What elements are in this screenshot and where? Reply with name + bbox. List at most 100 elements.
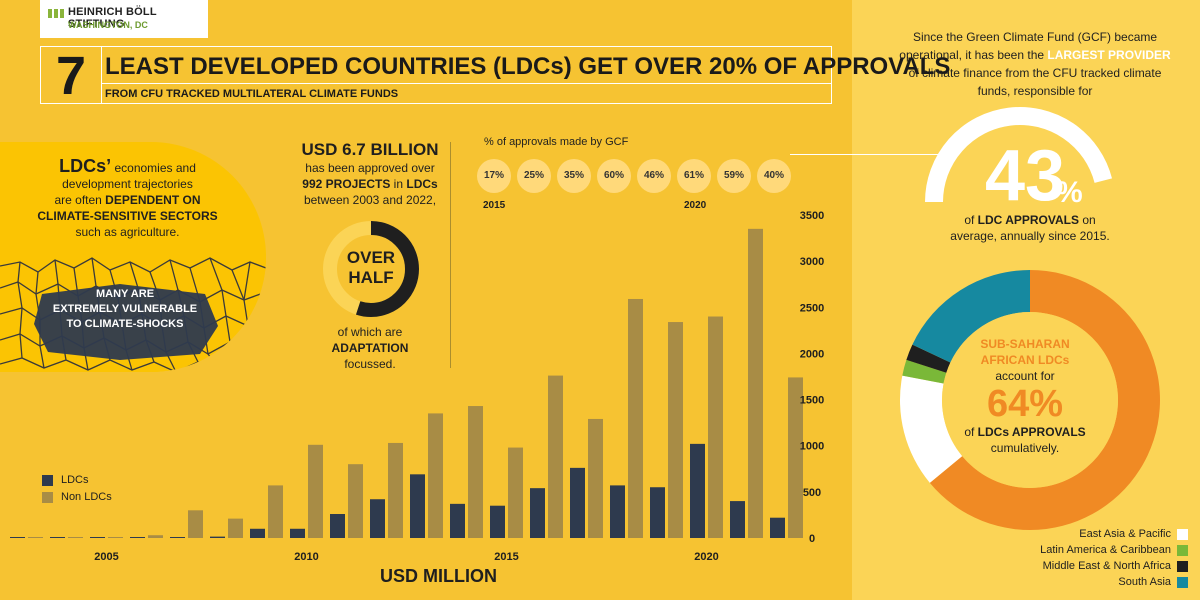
logo-mark-icon <box>48 9 64 18</box>
y-tick-label: 0 <box>809 533 815 545</box>
gcf-share-label: % of approvals made by GCF <box>484 136 629 148</box>
gcf-approvals-text: of LDC APPROVALS on average, annually si… <box>950 213 1110 243</box>
bar-ldcs <box>730 501 745 538</box>
usd-headline: USD 6.7 BILLION <box>301 140 439 159</box>
bar-non-ldcs <box>108 537 123 538</box>
over-half-label: OVER HALF <box>346 248 396 287</box>
gcf-share-circle: 35% <box>557 159 591 193</box>
gcf-share-circle: 46% <box>637 159 671 193</box>
region-legend-item: South Asia <box>1118 576 1188 588</box>
bar-ldcs <box>570 467 585 538</box>
bar-ldcs <box>370 499 385 538</box>
bar-ldcs <box>50 537 65 538</box>
bar-non-ldcs <box>68 537 83 538</box>
gcf-intro-text: Since the Green Climate Fund (GCF) becam… <box>899 30 1171 98</box>
ldc-economy-card: LDCs’ economies and development trajecto… <box>0 142 266 372</box>
gcf-year-start: 2015 <box>483 200 506 211</box>
bar-ldcs <box>450 503 465 538</box>
gcf-share-number: 43 <box>984 136 1066 216</box>
bar-ldcs <box>610 485 625 538</box>
x-tick-label: 2010 <box>294 551 318 560</box>
gcf-year-mid: 2020 <box>684 200 707 211</box>
x-tick-label: 2015 <box>494 551 518 560</box>
org-name: HEINRICH BÖLL STIFTUNG <box>68 6 157 30</box>
divider-line <box>450 142 451 368</box>
bar-ldcs <box>530 488 545 538</box>
y-tick-label: 2500 <box>800 302 824 314</box>
bar-ldcs <box>290 528 305 538</box>
usd-approved-block: USD 6.7 BILLION has been approved over 9… <box>290 140 450 208</box>
gcf-share-circle: 59% <box>717 159 751 193</box>
y-tick-label: 3500 <box>800 210 824 222</box>
bar-ldcs <box>210 536 225 538</box>
title-box: 7 LEAST DEVELOPED COUNTRIES (LDCs) GET O… <box>40 46 950 106</box>
y-axis-unit-label: USD MILLION <box>380 566 497 586</box>
bar-ldcs <box>410 474 425 538</box>
region-slice <box>912 270 1030 363</box>
region-legend-item: Middle East & North Africa <box>1043 560 1188 572</box>
region-legend-item: East Asia & Pacific <box>1079 528 1188 540</box>
bar-ldcs <box>330 514 345 538</box>
bar-non-ldcs <box>268 485 283 538</box>
cracked-earth-pattern <box>0 254 266 372</box>
bar-non-ldcs <box>588 418 603 538</box>
legend-non-ldcs: Non LDCs <box>42 491 112 503</box>
bar-ldcs <box>650 487 665 538</box>
adaptation-caption: of which are ADAPTATION focussed. <box>331 325 409 371</box>
y-tick-label: 2000 <box>800 348 824 360</box>
gcf-gauge-arc <box>925 107 1113 203</box>
y-tick-label: 3000 <box>800 256 824 268</box>
region-slice <box>929 270 1160 530</box>
bar-non-ldcs <box>428 413 443 538</box>
region-slice <box>902 359 947 384</box>
region-legend-item: Latin America & Caribbean <box>1040 544 1188 556</box>
section-number: 7 <box>55 46 87 106</box>
bar-non-ldcs <box>188 510 203 538</box>
bar-ldcs <box>250 528 265 538</box>
gcf-share-circle: 17% <box>477 159 511 193</box>
bar-non-ldcs <box>708 316 723 538</box>
bar-ldcs <box>490 505 505 538</box>
region-slice <box>906 344 951 373</box>
gcf-share-percent-sign: % <box>1056 176 1083 209</box>
gcf-share-circle: 25% <box>517 159 551 193</box>
x-tick-label: 2005 <box>94 551 118 560</box>
bar-non-ldcs <box>468 406 483 538</box>
approvals-bar-chart: 0 500 1000 1500 2000 2500 3000 3500 2005 2010 2015… <box>10 210 824 560</box>
x-tick-label: 2020 <box>694 551 718 560</box>
vulnerable-text: MANY ARE EXTREMELY VULNERABLE TO CLIMATE… <box>52 288 198 330</box>
bar-non-ldcs <box>308 444 323 538</box>
bar-non-ldcs <box>28 537 43 538</box>
adaptation-donut <box>323 221 419 317</box>
bar-non-ldcs <box>748 228 763 538</box>
gcf-share-circle: 61% <box>677 159 711 193</box>
bar-non-ldcs <box>508 447 523 538</box>
gcf-gauge <box>925 107 1113 203</box>
org-logo: HEINRICH BÖLL STIFTUNG WASHINGTON, DC <box>40 0 208 38</box>
y-tick-label: 1500 <box>800 395 824 407</box>
ssa-text: SUB-SAHARAN AFRICAN LDCs account for 64%… <box>964 337 1086 455</box>
page-subtitle: FROM CFU TRACKED MULTILATERAL CLIMATE FU… <box>105 88 399 100</box>
bar-non-ldcs <box>388 442 403 538</box>
bar-ldcs <box>90 537 105 538</box>
bar-non-ldcs <box>628 298 643 538</box>
regions-donut <box>900 270 1160 530</box>
bar-ldcs <box>690 443 705 538</box>
connector-line <box>790 154 938 155</box>
bar-non-ldcs <box>788 377 803 538</box>
bar-ldcs <box>770 517 785 538</box>
bar-non-ldcs <box>668 322 683 538</box>
page-title: LEAST DEVELOPED COUNTRIES (LDCs) GET OVE… <box>105 53 951 80</box>
region-slice <box>900 375 963 483</box>
bar-ldcs <box>130 537 145 538</box>
bar-non-ldcs <box>148 535 163 538</box>
gcf-share-circle: 40% <box>757 159 791 193</box>
gcf-share-circle: 60% <box>597 159 631 193</box>
y-tick-label: 500 <box>803 487 821 499</box>
y-tick-label: 1000 <box>800 441 824 453</box>
bar-non-ldcs <box>228 518 243 538</box>
ldc-economy-text: LDCs’ economies and development trajecto… <box>37 156 218 239</box>
org-location: WASHINGTON, DC <box>68 20 148 30</box>
bar-non-ldcs <box>348 464 363 538</box>
bar-non-ldcs <box>548 375 563 538</box>
